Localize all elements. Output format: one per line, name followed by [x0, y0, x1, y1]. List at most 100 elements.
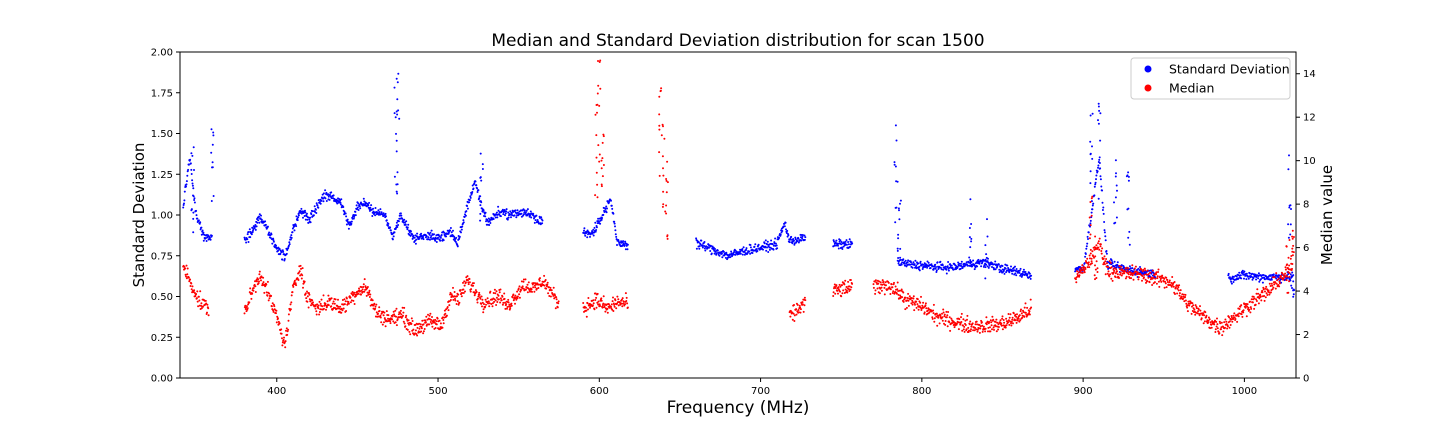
data-point: [523, 209, 526, 212]
data-point: [363, 290, 366, 293]
data-point: [666, 181, 669, 184]
data-point: [1278, 285, 1281, 288]
data-point: [404, 223, 407, 226]
data-point: [341, 299, 344, 301]
data-point: [593, 231, 596, 234]
data-point: [366, 291, 369, 294]
data-point: [776, 247, 779, 250]
data-point: [973, 263, 976, 266]
data-point: [275, 309, 278, 312]
data-point: [270, 233, 273, 236]
data-point: [394, 116, 397, 119]
data-point: [1026, 273, 1029, 276]
data-point: [1244, 274, 1247, 277]
data-point: [547, 292, 550, 295]
data-point: [840, 295, 843, 298]
data-point: [1219, 322, 1222, 325]
data-point: [280, 328, 283, 331]
data-point: [803, 296, 806, 299]
data-point: [1124, 277, 1127, 280]
data-point: [482, 311, 485, 314]
data-point: [611, 308, 614, 311]
data-point: [1186, 306, 1189, 309]
data-point: [449, 299, 452, 301]
data-point: [1251, 272, 1254, 275]
data-point: [1129, 267, 1132, 270]
data-point: [1012, 312, 1015, 315]
data-point: [325, 191, 328, 194]
data-point: [1255, 278, 1258, 281]
data-point: [522, 213, 525, 216]
data-point: [701, 246, 704, 249]
data-point: [1084, 268, 1087, 270]
data-point: [1258, 297, 1261, 300]
data-point: [603, 305, 606, 308]
data-point: [347, 301, 350, 303]
data-point: [921, 304, 924, 307]
data-point: [978, 262, 981, 265]
data-point: [796, 303, 799, 306]
data-point: [447, 309, 450, 312]
data-point: [1108, 275, 1111, 278]
data-point: [1086, 242, 1089, 245]
data-point: [435, 320, 438, 323]
data-point: [424, 319, 427, 322]
data-point: [415, 333, 418, 335]
data-point: [757, 243, 760, 246]
data-point: [803, 238, 806, 241]
data-point: [455, 236, 458, 239]
data-point: [308, 218, 311, 221]
data-point: [1005, 317, 1008, 320]
data-point: [468, 201, 471, 204]
data-point: [1224, 326, 1226, 329]
data-point: [259, 217, 262, 220]
data-point: [478, 197, 481, 200]
data-point: [597, 60, 599, 62]
data-point: [1108, 260, 1111, 263]
data-point: [492, 292, 495, 294]
data-point: [1283, 275, 1286, 278]
data-point: [273, 305, 276, 308]
data-point: [764, 245, 767, 248]
data-point: [874, 292, 877, 295]
y-tick-label: 0.50: [151, 292, 173, 303]
data-point: [280, 251, 283, 253]
data-point: [1284, 268, 1287, 271]
data-point: [1288, 272, 1291, 274]
data-point: [844, 288, 847, 291]
data-point: [476, 187, 479, 190]
data-point: [616, 302, 618, 305]
data-point: [320, 298, 323, 301]
data-point: [345, 310, 348, 312]
data-point: [182, 204, 185, 206]
data-point: [1095, 260, 1098, 263]
data-point: [272, 240, 275, 243]
data-point: [660, 134, 663, 137]
data-point: [395, 183, 398, 186]
data-point: [1261, 281, 1264, 284]
data-point: [1181, 293, 1184, 296]
data-point: [319, 202, 322, 205]
data-point: [545, 287, 548, 290]
data-point: [349, 301, 352, 304]
data-point: [366, 286, 369, 288]
data-point: [511, 214, 514, 217]
data-point: [1275, 277, 1278, 280]
data-point: [496, 301, 499, 303]
legend-label-median: Median: [1169, 81, 1214, 96]
data-point: [850, 286, 853, 289]
data-point: [1178, 284, 1181, 287]
data-point: [309, 216, 312, 219]
data-point: [1008, 316, 1011, 319]
data-point: [1257, 292, 1260, 295]
data-point: [281, 258, 284, 261]
data-point: [1019, 319, 1022, 322]
data-point: [949, 329, 952, 332]
data-point: [1115, 268, 1118, 271]
data-point: [191, 154, 194, 157]
data-point: [1240, 313, 1243, 316]
data-point: [596, 196, 599, 199]
data-point: [379, 316, 382, 319]
data-point: [1270, 291, 1272, 294]
data-point: [1209, 327, 1212, 330]
